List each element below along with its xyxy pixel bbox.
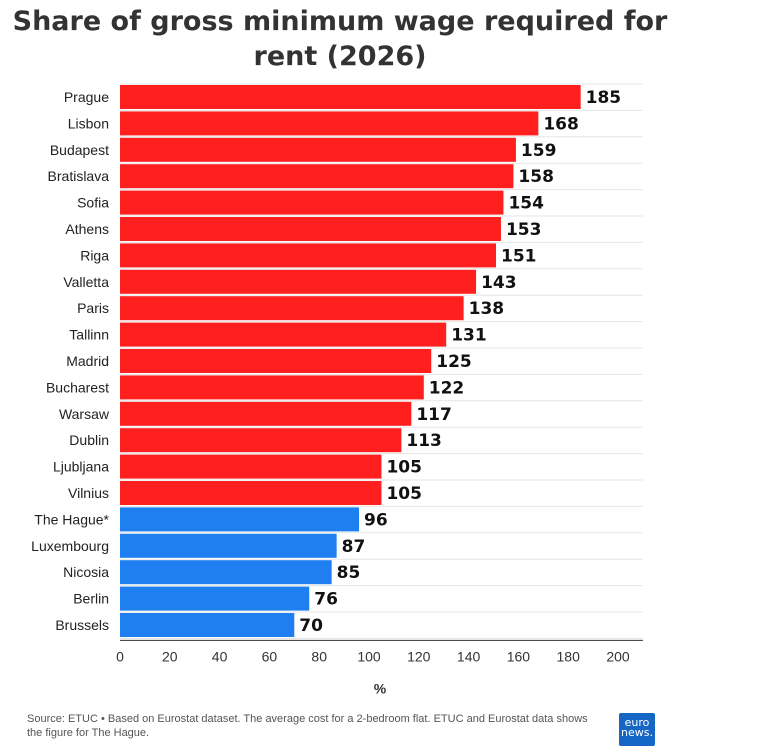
bar (120, 586, 310, 611)
chart-title: Share of gross minimum wage required for… (12, 6, 668, 72)
x-axis-label: % (374, 680, 387, 696)
bar (120, 137, 516, 162)
bar-chart: Prague Lisbon Budapest Bratislava Sofia Athen… (31, 83, 643, 696)
category-label: Valletta (63, 274, 109, 290)
value-label: 138 (469, 299, 505, 319)
bar (120, 401, 412, 426)
category-label: Athens (65, 221, 109, 237)
value-label: 159 (521, 141, 557, 161)
bar (120, 507, 360, 532)
bar (120, 533, 337, 558)
value-label: 113 (406, 431, 442, 451)
category-label: Luxembourg (31, 538, 109, 554)
x-tick-labels: 0 20 40 60 80 100 120 140 160 180 200 (116, 648, 630, 664)
category-label: Prague (64, 89, 109, 105)
value-label: 70 (299, 616, 323, 636)
bar (120, 322, 447, 347)
category-label: Madrid (66, 353, 109, 369)
category-label: Sofia (77, 195, 109, 211)
category-label: Nicosia (63, 564, 109, 580)
x-tick-label: 0 (116, 648, 124, 664)
value-label: 158 (518, 167, 554, 187)
bar (120, 217, 501, 241)
bar (120, 85, 581, 109)
bar (120, 481, 382, 505)
category-label: Warsaw (59, 406, 110, 422)
gridlines (120, 83, 643, 639)
x-tick-label: 120 (407, 648, 431, 664)
x-tick-label: 60 (262, 648, 278, 664)
bar (120, 164, 514, 189)
bar (120, 349, 432, 373)
x-tick-label: 20 (162, 648, 178, 664)
bar (120, 243, 496, 268)
value-label: 131 (451, 326, 487, 346)
euronews-logo[interactable]: euro news. (619, 713, 655, 746)
bar (120, 613, 295, 637)
x-tick-label: 180 (557, 648, 581, 664)
category-label: Ljubljana (53, 459, 109, 475)
logo-line-2: news. (621, 726, 653, 739)
category-label: Bucharest (46, 379, 109, 395)
x-tick-label: 80 (311, 648, 327, 664)
x-tick-label: 140 (457, 648, 481, 664)
value-label: 96 (364, 510, 388, 530)
value-label: 76 (314, 590, 338, 610)
bar (120, 454, 382, 479)
value-label: 151 (501, 246, 537, 266)
category-label: Vilnius (68, 485, 109, 501)
value-label: 153 (506, 220, 541, 240)
category-label: Budapest (50, 142, 109, 158)
logo-line-1: euro (624, 716, 650, 729)
category-label: Lisbon (68, 115, 109, 131)
x-tick-label: 200 (606, 648, 630, 664)
value-label: 122 (429, 378, 465, 398)
category-label: Riga (80, 247, 109, 263)
value-label: 154 (508, 194, 544, 214)
bar (120, 111, 539, 136)
value-label: 105 (386, 484, 422, 504)
category-label: Brussels (55, 617, 109, 633)
category-label: Berlin (73, 591, 109, 607)
category-label: Tallinn (69, 327, 109, 343)
category-label: Paris (77, 300, 109, 316)
bars (120, 85, 581, 637)
value-label: 168 (543, 114, 579, 134)
value-label: 85 (337, 563, 361, 583)
bar (120, 375, 424, 400)
category-label: Bratislava (48, 168, 110, 184)
source-note: Source: ETUC • Based on Eurostat dataset… (27, 713, 588, 739)
category-labels: Prague Lisbon Budapest Bratislava Sofia Athen… (31, 89, 110, 633)
bar (120, 190, 504, 215)
value-labels: 185 168 159 158 154 153 151 143 138 131 125 122 117 1… (299, 88, 621, 636)
x-tick-label: 40 (212, 648, 228, 664)
category-label: The Hague* (34, 511, 109, 527)
x-tick-label: 160 (507, 648, 531, 664)
bar (120, 296, 464, 321)
value-label: 143 (481, 273, 517, 293)
value-label: 87 (342, 537, 366, 557)
bar (120, 428, 402, 453)
bar (120, 269, 477, 294)
bar (120, 560, 332, 585)
value-label: 185 (586, 88, 622, 108)
value-label: 105 (386, 458, 422, 478)
value-label: 125 (436, 352, 472, 372)
x-tick-label: 100 (357, 648, 381, 664)
value-label: 117 (416, 405, 452, 425)
category-label: Dublin (69, 432, 109, 448)
